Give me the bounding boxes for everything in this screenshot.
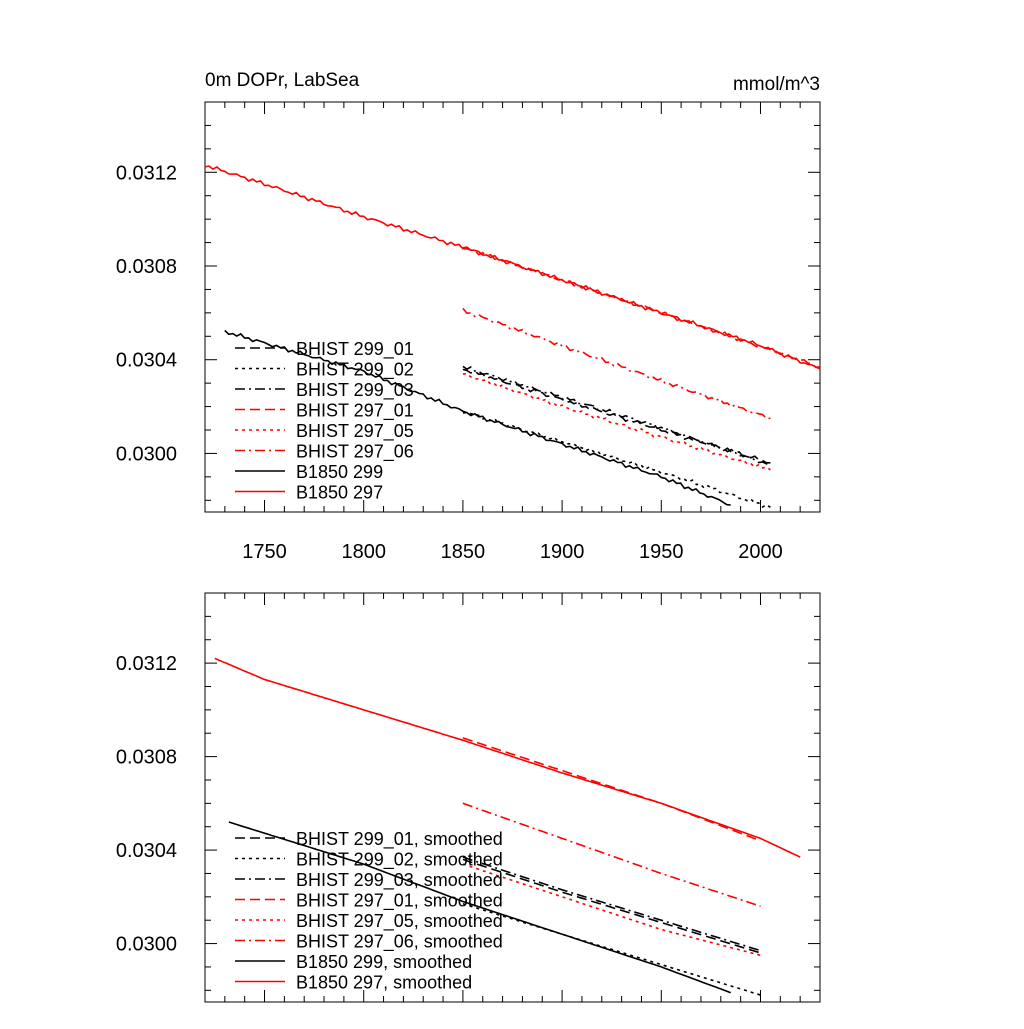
legend-label: BHIST 299_01 bbox=[296, 339, 414, 360]
series-line bbox=[224, 329, 731, 506]
chart-title: 0m DOPr, LabSea bbox=[205, 70, 360, 91]
y-tick-label: 0.0304 bbox=[116, 350, 177, 372]
x-tick-label: 1800 bbox=[341, 541, 386, 563]
legend-label: BHIST 297_06, smoothed bbox=[296, 932, 503, 953]
series-line bbox=[462, 802, 761, 907]
legend-label: BHIST 297_01 bbox=[296, 401, 414, 422]
plot-frame bbox=[204, 592, 821, 1003]
y-tick-label: 0.0300 bbox=[116, 443, 177, 465]
plot-frame bbox=[204, 101, 821, 513]
y-tick-label: 0.0308 bbox=[116, 747, 177, 769]
x-tick-label: 2000 bbox=[738, 541, 783, 563]
legend-label: BHIST 297_05 bbox=[296, 421, 414, 442]
series-line bbox=[462, 903, 761, 996]
legend-label: BHIST 299_02, smoothed bbox=[296, 850, 503, 871]
legend-label: BHIST 297_06 bbox=[296, 442, 414, 463]
series-line bbox=[462, 372, 771, 471]
series-line bbox=[204, 165, 821, 370]
series-line bbox=[462, 307, 771, 420]
legend-label: B1850 297, smoothed bbox=[296, 973, 472, 993]
legend-label: BHIST 299_01, smoothed bbox=[296, 829, 503, 850]
legend-label: BHIST 297_01, smoothed bbox=[296, 891, 503, 912]
y-tick-label: 0.0300 bbox=[116, 934, 177, 956]
y-tick-label: 0.0308 bbox=[116, 256, 177, 278]
legend-label: B1850 299, smoothed bbox=[296, 952, 472, 972]
legend-label: BHIST 297_05, smoothed bbox=[296, 911, 503, 932]
x-tick-label: 1850 bbox=[441, 541, 486, 563]
y-tick-label: 0.0312 bbox=[116, 653, 177, 675]
series-line bbox=[214, 657, 801, 858]
series-line bbox=[462, 411, 771, 509]
series-line bbox=[462, 858, 761, 954]
chart-panel-2: 0.0300 0.0304 0.0308 0.0312 BHIST 299_01, sm… bbox=[116, 592, 821, 1003]
chart-units: mmol/m^3 bbox=[733, 74, 820, 95]
legend-label: BHIST 299_03, smoothed bbox=[296, 870, 503, 891]
series-line bbox=[462, 368, 771, 464]
legend-label: B1850 299 bbox=[296, 462, 383, 482]
series-line bbox=[462, 856, 761, 952]
legend-label: B1850 297 bbox=[296, 483, 383, 503]
chart-panel-1: 0.0300 0.0304 0.0308 0.0312 1750 1800 1850 1900… bbox=[116, 70, 821, 563]
series-line bbox=[462, 365, 771, 466]
x-tick-label: 1950 bbox=[639, 541, 684, 563]
legend-label: BHIST 299_02 bbox=[296, 360, 414, 381]
x-tick-label: 1900 bbox=[540, 541, 585, 563]
legend-label: BHIST 299_03 bbox=[296, 380, 414, 401]
series-line bbox=[228, 821, 731, 994]
x-tick-label: 1750 bbox=[242, 541, 287, 563]
series-line bbox=[462, 737, 761, 842]
series-line bbox=[462, 863, 761, 957]
y-tick-label: 0.0304 bbox=[116, 840, 177, 862]
y-tick-label: 0.0312 bbox=[116, 162, 177, 184]
